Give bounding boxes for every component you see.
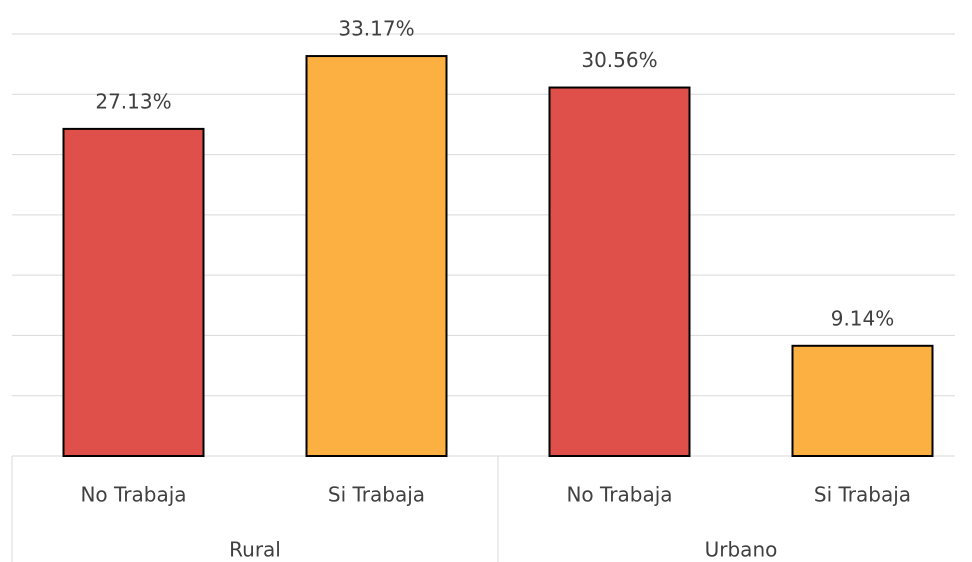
data-label: 33.17% [338,17,414,41]
data-label: 30.56% [581,48,657,72]
x-tick-label: No Trabaja [566,483,672,507]
bar [548,86,691,457]
x-tick-label: Si Trabaja [814,483,911,507]
x-tick-label: No Trabaja [80,483,186,507]
data-label: 9.14% [831,306,895,330]
bar [62,127,205,457]
group-label: Urbano [705,538,778,562]
bar [305,55,448,457]
data-label: 27.13% [95,89,171,113]
group-label: Rural [229,538,281,562]
x-tick-label: Si Trabaja [328,483,425,507]
bar [791,344,934,457]
